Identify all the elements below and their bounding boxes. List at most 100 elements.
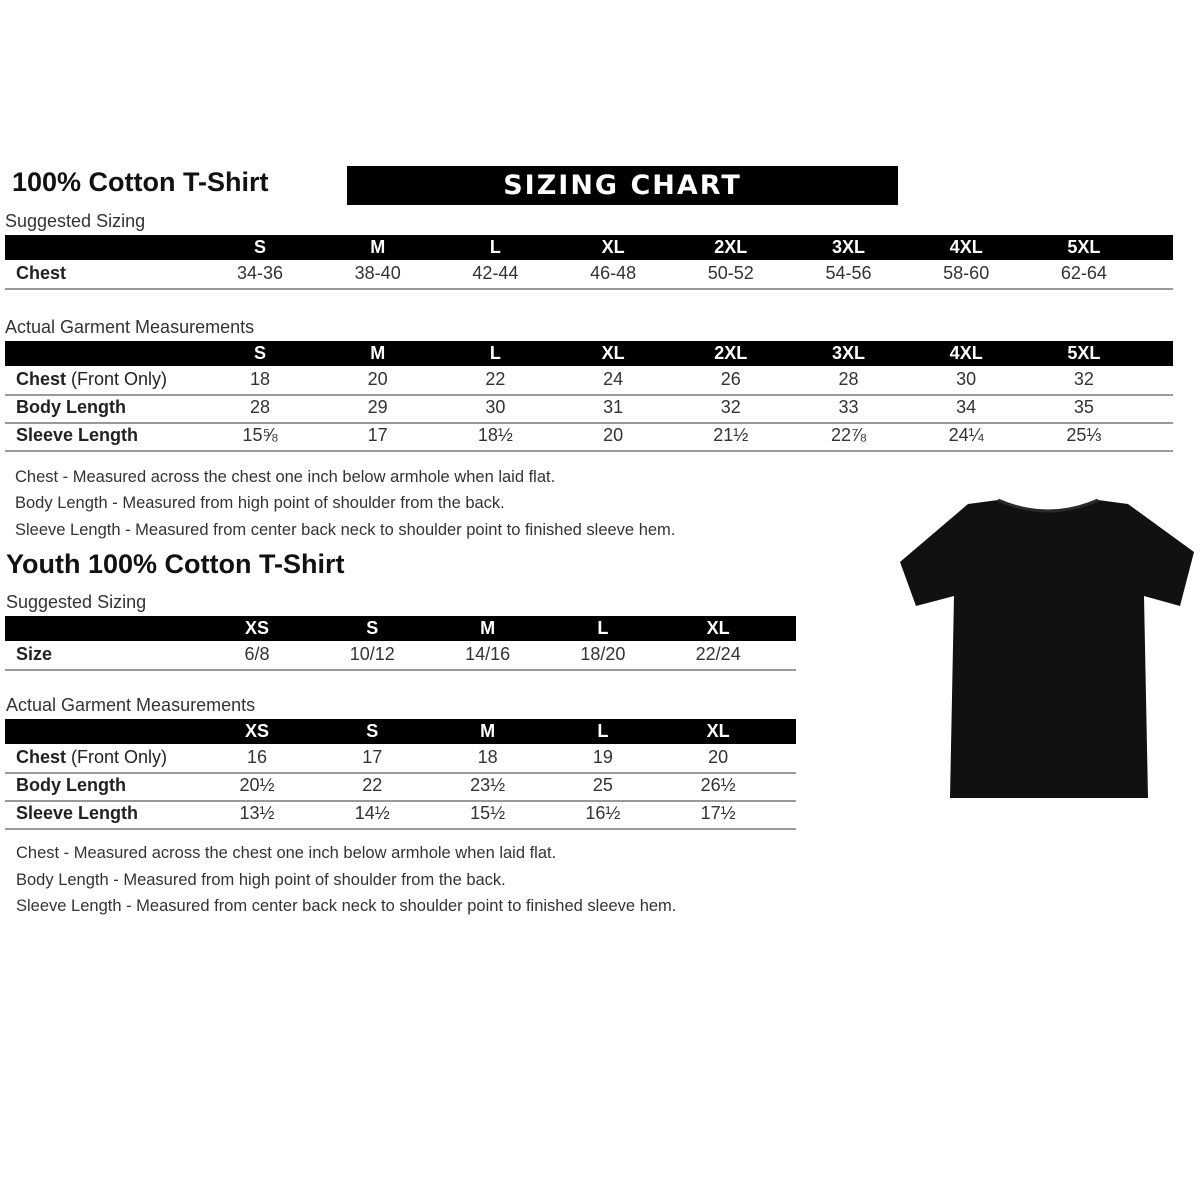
table-cell: 24 <box>603 369 624 389</box>
table-cell: 20½ <box>239 775 275 795</box>
table-cell: 42-44 <box>472 263 519 283</box>
adult-note-chest: Chest - Measured across the chest one in… <box>15 468 556 486</box>
size-header: M <box>370 343 386 363</box>
table-cell: 25 <box>592 775 613 795</box>
table-cell: 29 <box>367 397 388 417</box>
youth-suggested-label: Suggested Sizing <box>6 592 147 612</box>
table-cell: 30 <box>485 397 506 417</box>
youth-note-body: Body Length - Measured from high point o… <box>16 871 506 889</box>
size-header: S <box>253 237 267 257</box>
row-label-text: Chest <box>16 747 67 767</box>
size-header: S <box>253 343 267 363</box>
size-header: 4XL <box>949 343 983 363</box>
table-cell: 14/16 <box>465 644 511 664</box>
row-label: Chest (Front Only) <box>16 747 167 768</box>
table-row: Body Length 20½ 22 23½ 25 26½ <box>5 772 796 802</box>
youth-note-chest: Chest - Measured across the chest one in… <box>16 844 557 862</box>
size-header: XS <box>244 721 270 741</box>
row-label: Sleeve Length <box>16 425 138 446</box>
adult-actual-label: Actual Garment Measurements <box>5 317 255 337</box>
size-header: XL <box>706 721 730 741</box>
size-header: XS <box>244 618 270 638</box>
table-row: Sleeve Length 13½ 14½ 15½ 16½ 17½ <box>5 800 796 830</box>
table-cell: 22/24 <box>695 644 741 664</box>
table-cell: 22 <box>362 775 383 795</box>
table-cell: 26½ <box>700 775 736 795</box>
size-header: XL <box>706 618 730 638</box>
size-header: M <box>370 237 386 257</box>
size-header: M <box>480 721 496 741</box>
size-header: L <box>597 618 609 638</box>
row-label-text: Chest <box>16 369 67 389</box>
row-label: Chest (Front Only) <box>16 369 167 390</box>
table-cell: 25⅓ <box>1066 425 1102 445</box>
row-label: Body Length <box>16 397 126 418</box>
row-label-text: Size <box>16 644 53 664</box>
table-cell: 35 <box>1073 397 1094 417</box>
adult-title: 100% Cotton T-Shirt <box>12 167 269 197</box>
adult-suggested-label: Suggested Sizing <box>5 211 146 231</box>
table-cell: 54-56 <box>825 263 872 283</box>
table-row: Chest (Front Only) 16 17 18 19 20 <box>5 744 796 774</box>
table-cell: 50-52 <box>707 263 754 283</box>
table-cell: 6/8 <box>244 644 270 664</box>
table-cell: 32 <box>720 397 741 417</box>
table-row: Chest 34-36 38-40 42-44 46-48 50-52 54-56 58-60… <box>5 260 1173 290</box>
size-header: XL <box>601 343 625 363</box>
table-cell: 22 <box>485 369 506 389</box>
size-header: S <box>366 618 379 638</box>
size-header: 4XL <box>949 237 983 257</box>
sizing-chart-banner: SIZING CHART <box>347 166 898 205</box>
table-cell: 32 <box>1073 369 1094 389</box>
size-header: M <box>480 618 496 638</box>
row-label-text: Chest <box>16 263 67 283</box>
row-label: Body Length <box>16 775 126 796</box>
table-cell: 34-36 <box>236 263 284 283</box>
table-cell: 28 <box>838 369 859 389</box>
youth-actual-label: Actual Garment Measurements <box>6 695 256 715</box>
table-cell: 18 <box>249 369 271 389</box>
row-label-text: Sleeve Length <box>16 803 139 823</box>
row-label-text: Body Length <box>16 775 126 795</box>
size-header-bar: XS S M L XL <box>5 719 796 744</box>
table-row: Sleeve Length 15⅝ 17 18½ 20 21½ 22⅞ 24¼ 25⅓ <box>5 422 1173 452</box>
table-cell: 33 <box>838 397 859 417</box>
size-header-bar: XS S M L XL <box>5 616 796 641</box>
row-label-text: Body Length <box>16 397 126 417</box>
table-cell: 18/20 <box>580 644 626 664</box>
table-cell: 20 <box>603 425 624 445</box>
table-cell: 28 <box>249 397 271 417</box>
table-cell: 21½ <box>713 425 749 445</box>
table-cell: 23½ <box>470 775 506 795</box>
table-cell: 18 <box>477 747 498 767</box>
table-cell: 16½ <box>585 803 621 823</box>
table-cell: 62-64 <box>1060 263 1107 283</box>
table-cell: 58-60 <box>943 263 990 283</box>
table-cell: 26 <box>720 369 741 389</box>
size-header: L <box>597 721 609 741</box>
table-cell: 20 <box>367 369 388 389</box>
table-cell: 17 <box>367 425 388 445</box>
size-header: L <box>489 343 501 363</box>
size-header-bar: S M L XL 2XL 3XL 4XL 5XL <box>5 341 1173 366</box>
row-label: Sleeve Length <box>16 803 138 824</box>
table-cell: 31 <box>603 397 624 417</box>
adult-note-body: Body Length - Measured from high point o… <box>15 494 505 512</box>
table-cell: 16 <box>246 747 268 767</box>
table-cell: 10/12 <box>349 644 395 664</box>
table-cell: 46-48 <box>590 263 637 283</box>
table-cell: 17½ <box>700 803 736 823</box>
table-row: Chest (Front Only) 18 20 22 24 26 28 30 32 <box>5 366 1173 396</box>
table-cell: 15⅝ <box>242 425 278 445</box>
table-cell: 20 <box>708 747 729 767</box>
table-cell: 30 <box>956 369 977 389</box>
size-header: XL <box>601 237 625 257</box>
row-label-text: Sleeve Length <box>16 425 139 445</box>
table-cell: 15½ <box>470 803 506 823</box>
row-label-extra: (Front Only) <box>66 369 168 389</box>
table-cell: 14½ <box>354 803 390 823</box>
table-cell: 22⅞ <box>830 425 867 445</box>
table-cell: 38-40 <box>354 263 401 283</box>
row-label: Size <box>16 644 52 665</box>
size-header: S <box>366 721 379 741</box>
